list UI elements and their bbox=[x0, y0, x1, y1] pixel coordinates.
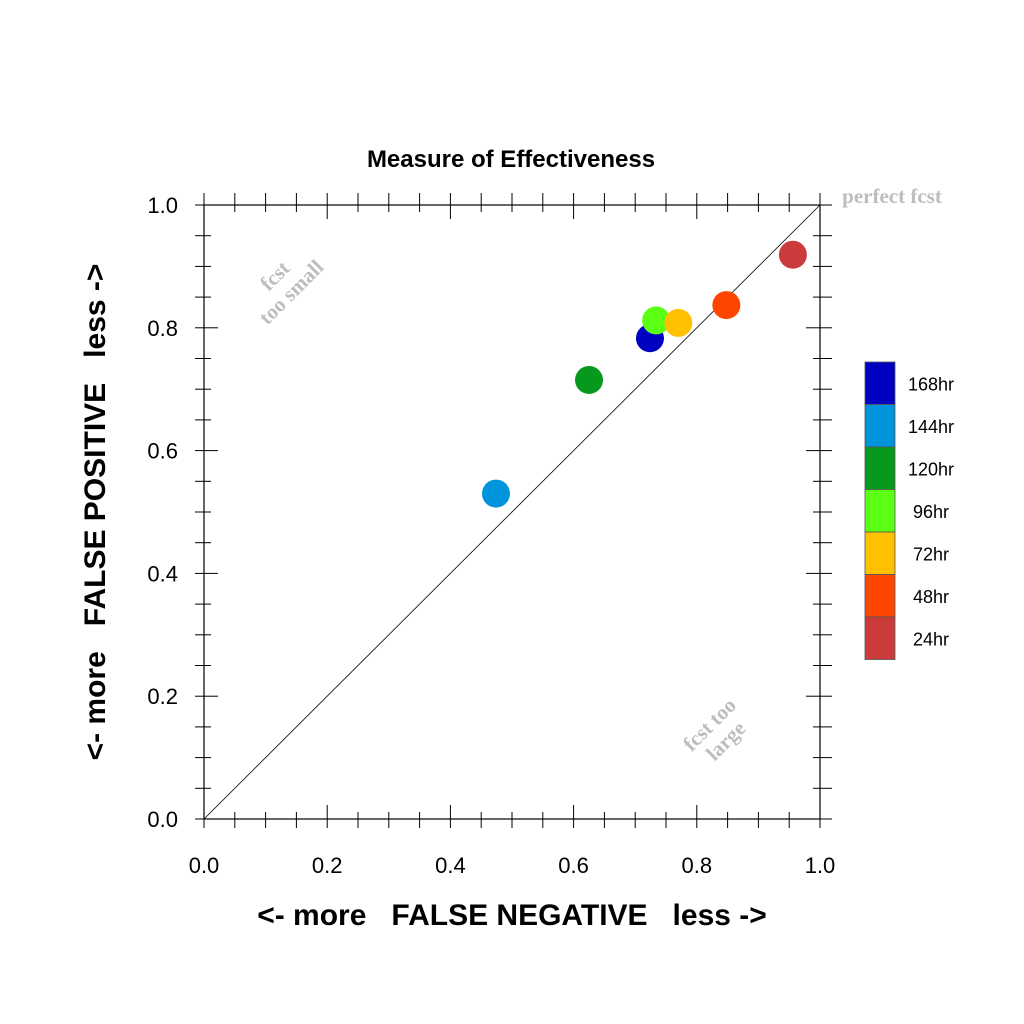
axis-tick-labels: 0.0 0.2 0.4 0.6 0.8 1.0 0.0 0.2 0.4 0.6 0.8 1.0 bbox=[147, 193, 835, 878]
point-24hr bbox=[778, 240, 807, 269]
legend-swatch-120hr bbox=[864, 446, 896, 490]
point-144hr bbox=[481, 479, 510, 508]
legend-label-144hr: 144hr bbox=[908, 417, 954, 437]
chart-title: Measure of Effectiveness bbox=[367, 146, 655, 173]
legend-swatch-72hr bbox=[864, 531, 896, 575]
y-tick-label: 0.4 bbox=[147, 561, 178, 586]
point-120hr bbox=[575, 365, 603, 394]
x-tick-label: 0.8 bbox=[682, 853, 713, 878]
legend-label-96hr: 96hr bbox=[913, 502, 949, 522]
too-small-annotation: fcst too small bbox=[254, 255, 328, 329]
legend-swatch-96hr bbox=[864, 489, 896, 533]
y-tick-label: 0.2 bbox=[147, 684, 178, 709]
legend-swatch-24hr bbox=[864, 616, 896, 660]
data-points bbox=[481, 240, 807, 508]
legend-label-48hr: 48hr bbox=[913, 587, 949, 607]
legend-swatch-48hr bbox=[864, 574, 896, 618]
legend-label-120hr: 120hr bbox=[908, 459, 954, 479]
perfect-forecast-annotation: perfect fcst bbox=[842, 184, 942, 208]
point-48hr bbox=[712, 291, 741, 320]
x-axis-label: <- more FALSE NEGATIVE less -> bbox=[257, 899, 767, 932]
x-tick-label: 0.6 bbox=[558, 853, 589, 878]
legend-swatch-144hr bbox=[864, 404, 896, 448]
y-tick-label: 0.6 bbox=[147, 439, 178, 464]
point-96hr bbox=[642, 306, 671, 335]
legend: 168hr 144hr 120hr 96hr 72hr 48hr 24hr bbox=[864, 361, 954, 660]
legend-swatch-168hr bbox=[864, 361, 896, 405]
too-large-annotation: fcst too large bbox=[678, 693, 750, 765]
x-tick-label: 0.2 bbox=[312, 853, 343, 878]
point-72hr bbox=[664, 308, 693, 337]
plot-area: 0.0 0.2 0.4 0.6 0.8 1.0 0.0 0.2 0.4 0.6 0.8 1.0 bbox=[147, 193, 835, 878]
axis-ticks bbox=[195, 193, 832, 828]
too-small-line-2: too small bbox=[254, 255, 328, 329]
x-tick-label: 1.0 bbox=[805, 853, 836, 878]
x-tick-label: 0.0 bbox=[189, 853, 220, 878]
y-tick-label: 1.0 bbox=[147, 193, 178, 218]
y-tick-label: 0.0 bbox=[147, 807, 178, 832]
legend-label-24hr: 24hr bbox=[913, 629, 949, 649]
legend-label-168hr: 168hr bbox=[908, 374, 954, 394]
y-tick-label: 0.8 bbox=[147, 316, 178, 341]
x-tick-label: 0.4 bbox=[435, 853, 466, 878]
legend-label-72hr: 72hr bbox=[913, 544, 949, 564]
y-axis-label: <- more FALSE POSITIVE less -> bbox=[79, 264, 112, 761]
